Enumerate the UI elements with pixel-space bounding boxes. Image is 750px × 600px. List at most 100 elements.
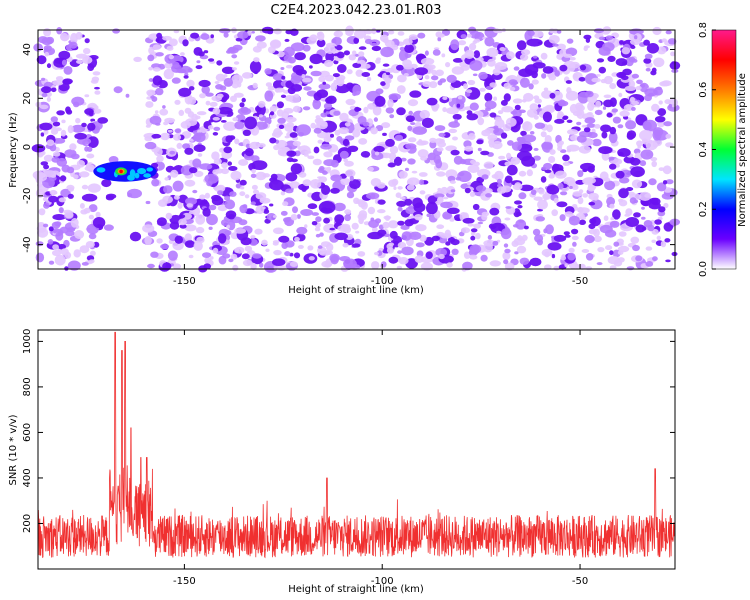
- heatmap-cell: [83, 47, 91, 55]
- heatmap-cell: [582, 193, 588, 198]
- heatmap-cell: [84, 38, 90, 44]
- heatmap-cell: [496, 230, 502, 234]
- heatmap-cell: [542, 66, 554, 74]
- heatmap-cell: [204, 192, 210, 199]
- heatmap-cell: [255, 35, 266, 42]
- heatmap-cell: [502, 251, 511, 261]
- heatmap-cell: [396, 64, 404, 71]
- heatmap-cell: [519, 184, 534, 192]
- heatmap-hotspot-peak: [119, 169, 123, 174]
- heatmap-cell: [352, 84, 362, 96]
- heatmap-cell: [446, 262, 453, 268]
- heatmap-cell: [608, 156, 615, 161]
- heatmap-cell: [367, 231, 383, 240]
- heatmap-cell: [174, 128, 182, 134]
- heatmap-cell: [387, 162, 396, 168]
- heatmap-cell: [399, 196, 406, 200]
- heatmap-cell: [518, 68, 533, 77]
- heatmap-cell: [445, 169, 458, 180]
- heatmap-cell: [480, 254, 488, 262]
- heatmap-cell: [207, 125, 214, 130]
- heatmap-cell: [164, 117, 176, 123]
- heatmap-cell: [585, 252, 594, 261]
- heatmap-panel: -150 -100 -50 40 20 0 -20 -40 Height of straig…: [8, 25, 681, 296]
- heatmap-cell: [178, 87, 192, 98]
- heatmap-cell: [587, 132, 598, 139]
- heatmap-cell: [665, 179, 674, 185]
- heatmap-cell: [508, 79, 518, 86]
- heatmap-cell: [389, 114, 395, 119]
- heatmap-cell: [540, 176, 547, 183]
- heatmap-cell: [538, 188, 545, 195]
- heatmap-cell: [506, 51, 515, 60]
- heatmap-cell: [238, 219, 248, 226]
- heatmap-cell: [255, 171, 267, 181]
- heatmap-cell: [660, 240, 667, 248]
- heatmap-cell: [297, 244, 304, 249]
- heatmap-cell: [484, 92, 493, 102]
- colorbar-tick-label: 0.4: [698, 142, 709, 158]
- heatmap-cell: [642, 139, 649, 145]
- heatmap-cell: [177, 202, 183, 209]
- heatmap-cell: [358, 51, 365, 57]
- heatmap-cell: [311, 212, 319, 216]
- heatmap-cell: [344, 209, 352, 215]
- heatmap-cell: [144, 141, 157, 150]
- heatmap-cell: [156, 238, 163, 244]
- heatmap-cell: [148, 78, 154, 82]
- heatmap-cell: [637, 144, 641, 149]
- heatmap-cell: [304, 224, 308, 229]
- heatmap-cell: [537, 199, 548, 210]
- heatmap-cell: [190, 32, 200, 39]
- heatmap-cell: [307, 203, 318, 210]
- heatmap-cell: [386, 243, 393, 250]
- heatmap-cell: [663, 222, 674, 232]
- heatmap-cell: [68, 41, 78, 49]
- heatmap-cell: [252, 253, 262, 259]
- heatmap-cell: [591, 77, 601, 83]
- colorbar-tick-label: 0.6: [698, 82, 709, 98]
- heatmap-cell: [201, 85, 210, 94]
- heatmap-cell: [346, 69, 353, 75]
- heatmap-cell: [552, 43, 559, 47]
- heatmap-cell: [55, 231, 64, 241]
- heatmap-cell: [371, 42, 377, 46]
- heatmap-cell: [335, 44, 343, 51]
- heatmap-cell: [188, 254, 194, 259]
- heatmap-cell: [74, 132, 87, 140]
- heatmap-cell: [600, 124, 612, 133]
- heatmap-cell: [389, 159, 394, 164]
- heatmap-cell: [499, 47, 506, 52]
- heatmap-cell: [572, 110, 583, 117]
- heatmap-cell: [90, 250, 96, 256]
- heatmap-cell: [534, 122, 546, 129]
- heatmap-cell: [210, 34, 214, 39]
- heatmap-cell: [373, 145, 385, 153]
- heatmap-cell: [178, 218, 187, 226]
- heatmap-cell: [186, 203, 193, 208]
- heatmap-cell: [617, 124, 624, 129]
- heatmap-cell: [605, 245, 613, 251]
- chart-title: C2E4.2023.042.23.01.R03: [270, 3, 441, 18]
- heatmap-cell: [556, 43, 566, 50]
- heatmap-cell: [169, 150, 176, 155]
- heatmap-cell: [644, 193, 651, 198]
- heatmap-cell: [462, 261, 473, 271]
- y-tick-label: 600: [22, 423, 33, 442]
- heatmap-cell: [318, 83, 331, 90]
- heatmap-cell: [493, 28, 500, 34]
- heatmap-cell: [388, 220, 399, 229]
- heatmap-cell: [87, 122, 96, 131]
- heatmap-cell: [424, 50, 429, 56]
- heatmap-cell: [613, 241, 620, 247]
- heatmap-cell: [71, 124, 86, 133]
- heatmap-cell: [467, 164, 480, 173]
- heatmap-cell: [597, 247, 605, 253]
- heatmap-cell: [333, 202, 346, 212]
- heatmap-cell: [333, 110, 341, 116]
- heatmap-cell: [216, 184, 226, 193]
- heatmap-cell: [607, 55, 616, 63]
- heatmap-cell: [521, 155, 536, 167]
- heatmap-cell: [231, 54, 238, 59]
- heatmap-cell: [639, 83, 646, 88]
